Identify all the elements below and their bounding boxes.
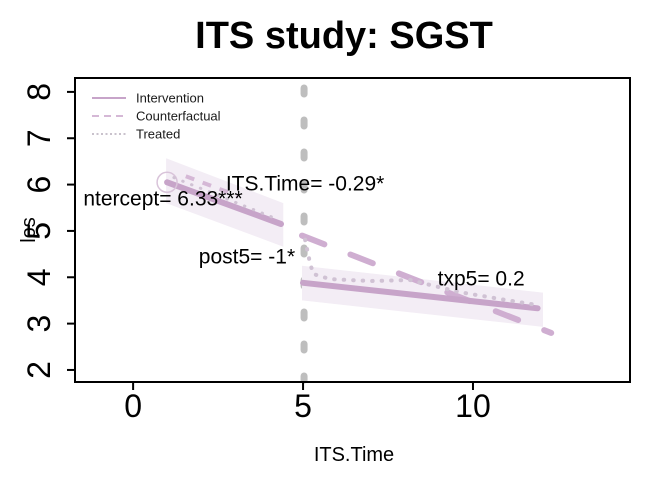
x-tick-label: 0 — [124, 388, 142, 424]
annotation-post5-coef: post5= -1* — [199, 245, 295, 268]
legend-label-dotted: Treated — [136, 127, 180, 142]
y-tick-label: 3 — [21, 315, 57, 333]
plot-border — [74, 77, 631, 383]
treated-post-line — [303, 237, 540, 308]
legend-label-dashed: Counterfactual — [136, 109, 221, 124]
y-tick-label: 7 — [21, 129, 57, 147]
annotation-txp5-coef: txp5= 0.2 — [438, 268, 525, 291]
annotation-intercept-coef: ntercept= 6.33*** — [83, 187, 242, 210]
treated-pre-line — [172, 176, 280, 221]
intervention-pre-line — [164, 179, 284, 227]
chart-title: ITS study: SGST — [195, 15, 493, 57]
y-tick-label: 8 — [21, 83, 57, 101]
x-axis-label: ITS.Time — [314, 444, 394, 466]
annotation-its-time-coef: ITS.Time= -0.29* — [226, 173, 385, 196]
y-tick-label: 2 — [21, 361, 57, 379]
x-tick-label: 5 — [294, 388, 312, 424]
y-tick-label: 6 — [21, 176, 57, 194]
x-tick-label: 10 — [455, 388, 491, 424]
y-tick-label: 4 — [21, 268, 57, 286]
intervention-pre-start-marker — [156, 171, 178, 194]
intervention-post-line — [300, 279, 541, 312]
y-tick-label: 5 — [21, 222, 57, 240]
counterfactual-post-line — [299, 232, 555, 336]
legend-label-solid: Intervention — [136, 91, 204, 106]
y-axis-label: los — [18, 217, 40, 243]
